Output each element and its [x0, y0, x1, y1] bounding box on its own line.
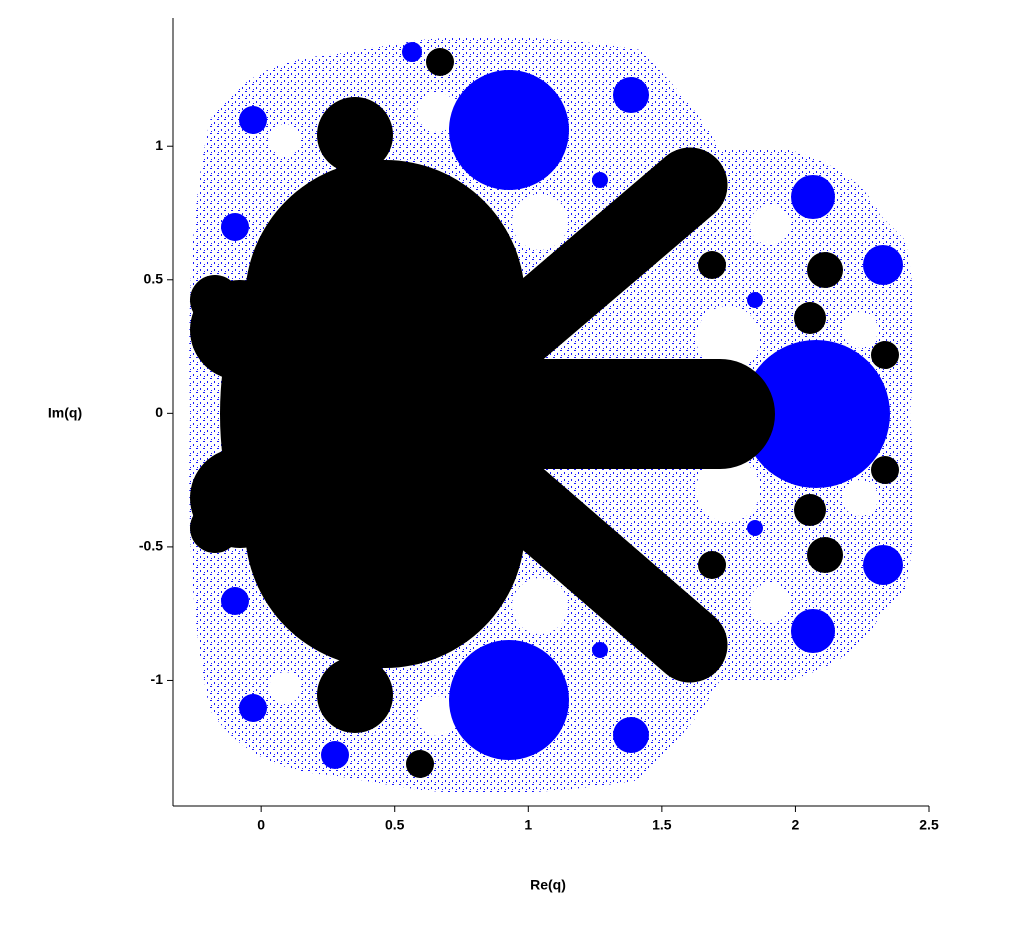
x-tick-label: 1 [524, 817, 532, 833]
y-tick-label: 1 [155, 137, 163, 153]
x-tick-label: 2.5 [919, 817, 939, 833]
y-tick-label: -0.5 [139, 538, 163, 554]
x-tick-label: 1.5 [652, 817, 672, 833]
x-axis-label: Re(q) [530, 877, 566, 893]
y-axis-label: Im(q) [48, 405, 82, 421]
x-tick-label: 0.5 [385, 817, 405, 833]
x-tick-label: 2 [792, 817, 800, 833]
x-tick-label: 0 [257, 817, 265, 833]
y-tick-label: 0.5 [144, 270, 164, 286]
fractal-set [189, 36, 914, 794]
y-tick-label: 0 [155, 404, 163, 420]
y-tick-label: -1 [151, 671, 164, 687]
